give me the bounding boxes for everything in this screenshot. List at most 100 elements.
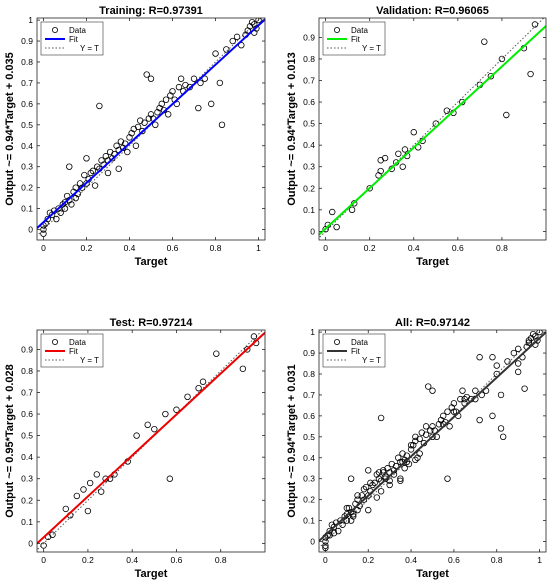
training-data-point [190, 75, 198, 82]
all-data-point [422, 423, 430, 430]
training-data-point [152, 121, 159, 129]
validation-x-tick-label: 0 [323, 243, 328, 253]
all-data-point [440, 412, 447, 420]
validation-data-point [351, 200, 358, 207]
training-data-point [89, 167, 97, 175]
all-data-point [365, 467, 372, 474]
test-data-point [184, 393, 191, 401]
training-data-point [255, 18, 262, 24]
training-y-tick-label: 1 [28, 15, 33, 25]
all-data-point [354, 496, 361, 503]
all-y-tick-label: 0.8 [303, 369, 315, 379]
all-x-tick-label: 0.8 [491, 555, 503, 565]
validation-data-point [381, 154, 389, 162]
all-data-point [416, 435, 423, 443]
validation-panel: 0 0.2 0.4 0.6 0.8 0 0.1 0.2 0.3 0.4 0.5 0.6 0.7 0.8 0.… [286, 5, 547, 268]
training-data-point [162, 96, 170, 103]
training-x-tick-label: 0.8 [210, 243, 222, 253]
test-data-point [199, 378, 207, 385]
validation-data-point [503, 111, 510, 119]
training-legend-label: Fit [69, 35, 79, 44]
all-data-point [347, 475, 355, 482]
all-data-point [536, 330, 543, 336]
all-x-tick-label: 0 [323, 555, 328, 565]
all-data-point [350, 513, 357, 520]
all-data-point [521, 385, 528, 392]
validation-data-point [487, 72, 495, 80]
all-data-point [365, 506, 372, 514]
test-data-point [133, 432, 140, 439]
all-data-point [489, 354, 496, 361]
training-y-tick-label: 0.4 [21, 141, 33, 151]
test-y-tick-label: 0.2 [21, 495, 33, 505]
training-data-point [169, 88, 176, 95]
training-data-point [212, 50, 219, 57]
all-y-tick-label: 0.5 [303, 432, 315, 442]
test-data-point [239, 365, 247, 372]
all-x-tick-label: 0.2 [362, 555, 374, 565]
training-data-point [147, 75, 155, 82]
test-fit-line [37, 331, 265, 545]
validation-data-point [388, 165, 395, 173]
test-y-tick-label: 0.4 [21, 452, 33, 462]
validation-data-point [401, 146, 409, 153]
training-legend-data-marker [52, 26, 59, 33]
all-data-point [377, 414, 385, 422]
training-y-tick-label: 0.1 [21, 204, 33, 214]
validation-y-tick-label: 0.3 [303, 162, 315, 172]
training-data-point [223, 46, 230, 53]
all-data-point [493, 362, 500, 369]
training-panel: 0 0.2 0.4 0.6 0.8 1 0 0.1 0.2 0.3 0.4 0.5 0.6 0.7 0.8 0… [4, 5, 266, 268]
validation-x-axis-label: Target [416, 256, 449, 268]
test-y-tick-label: 0.1 [21, 517, 33, 527]
test-legend-label: Y = T [80, 356, 99, 365]
training-data-point [175, 83, 183, 91]
all-data-point [510, 349, 518, 357]
training-data-point [94, 163, 101, 170]
all-data-point [457, 395, 464, 403]
validation-x-tick-label: 0.8 [496, 243, 508, 253]
all-y-tick-label: 0 [310, 537, 315, 547]
all-data-point [360, 485, 368, 493]
validation-axes-box [318, 17, 547, 241]
test-data-point [144, 421, 151, 429]
all-data-point [422, 431, 430, 438]
all-data-point [476, 416, 483, 424]
validation-data-point [399, 163, 406, 170]
all-data-point [425, 383, 432, 390]
test-x-axis-label: Target [135, 568, 168, 580]
all-data-point [514, 345, 522, 353]
training-data-point [216, 79, 224, 87]
training-x-tick-label: 0.2 [81, 243, 93, 253]
test-data-point [86, 479, 94, 487]
all-legend-label: Y = T [362, 356, 381, 365]
training-data-point [195, 104, 202, 112]
training-data-point [248, 18, 256, 26]
training-legend-label: Y = T [80, 44, 99, 53]
training-data-point [132, 142, 140, 149]
training-data-point [96, 102, 103, 110]
training-data-point [197, 79, 204, 87]
training-x-tick-label: 0.4 [124, 243, 136, 253]
all-data-point [444, 475, 451, 482]
all-y-tick-label: 0.2 [303, 495, 315, 505]
validation-data-point [377, 167, 384, 175]
test-y-tick-label: 0.7 [21, 388, 33, 398]
all-data-point [386, 481, 393, 489]
all-axes-box [318, 329, 547, 553]
validation-x-tick-label: 0.2 [364, 243, 376, 253]
training-data-point [141, 119, 148, 126]
all-legend-label: Fit [351, 347, 361, 356]
all-data-point [497, 425, 505, 432]
all-data-point [429, 433, 436, 441]
test-data-point [173, 406, 180, 413]
training-data-point [208, 100, 215, 108]
training-data-point [40, 230, 47, 237]
validation-legend-label: Fit [351, 35, 361, 44]
all-y-axis-label: Output ~= 0.94*Target + 0.031 [286, 364, 298, 518]
validation-data-point [481, 38, 488, 45]
all-data-point [354, 492, 361, 499]
training-data-point [83, 155, 90, 162]
